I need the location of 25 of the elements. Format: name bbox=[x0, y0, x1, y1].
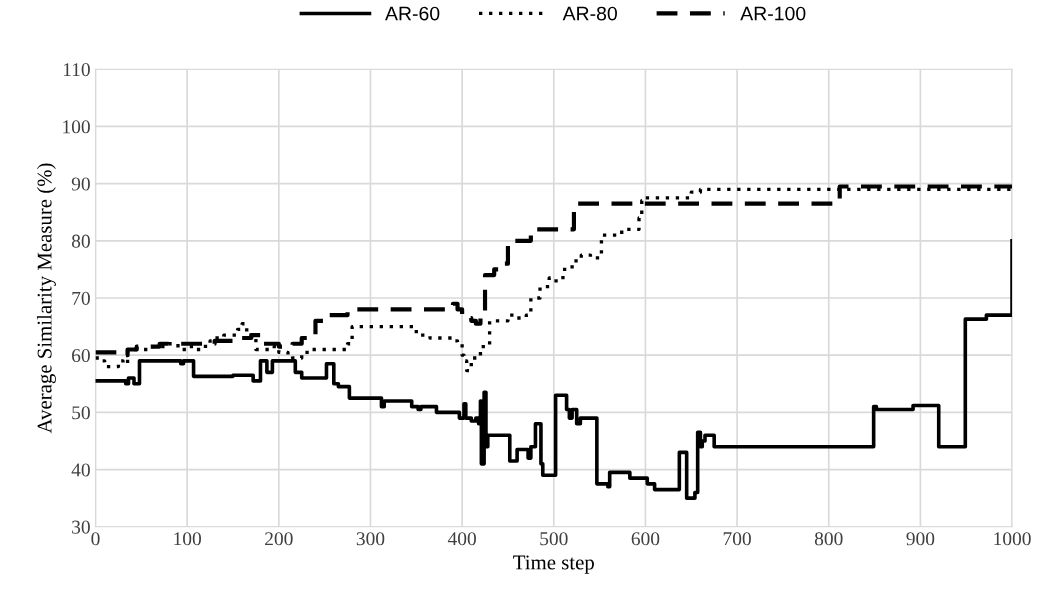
x-axis-title: Time step bbox=[513, 555, 594, 574]
y-tick-label: 100 bbox=[63, 120, 90, 134]
x-tick-label: 900 bbox=[906, 532, 935, 546]
legend-label: AR-100 bbox=[740, 6, 806, 21]
x-tick-label: 600 bbox=[631, 532, 660, 546]
legend-label: AR-80 bbox=[562, 6, 617, 21]
y-tick-label: 40 bbox=[71, 463, 90, 477]
x-tick-label: 1000 bbox=[994, 532, 1031, 546]
y-tick-label: 70 bbox=[72, 291, 90, 305]
x-tick-label: 700 bbox=[723, 532, 751, 546]
legend-label: AR-60 bbox=[385, 6, 440, 21]
y-axis-title: Average Similarity Measure (%) bbox=[36, 163, 56, 434]
y-tick-label: 30 bbox=[72, 520, 90, 534]
y-tick-label: 90 bbox=[71, 177, 90, 191]
y-tick-label: 80 bbox=[71, 234, 90, 248]
y-tick-label: 60 bbox=[72, 349, 90, 363]
x-tick-label: 200 bbox=[265, 532, 293, 546]
y-tick-label: 110 bbox=[63, 63, 90, 77]
x-tick-label: 500 bbox=[540, 532, 568, 546]
x-tick-label: 0 bbox=[91, 532, 100, 546]
x-tick-label: 100 bbox=[174, 532, 201, 546]
x-tick-label: 400 bbox=[447, 532, 476, 546]
x-tick-label: 800 bbox=[814, 532, 843, 546]
y-tick-label: 50 bbox=[72, 406, 90, 420]
x-tick-label: 300 bbox=[356, 532, 385, 546]
